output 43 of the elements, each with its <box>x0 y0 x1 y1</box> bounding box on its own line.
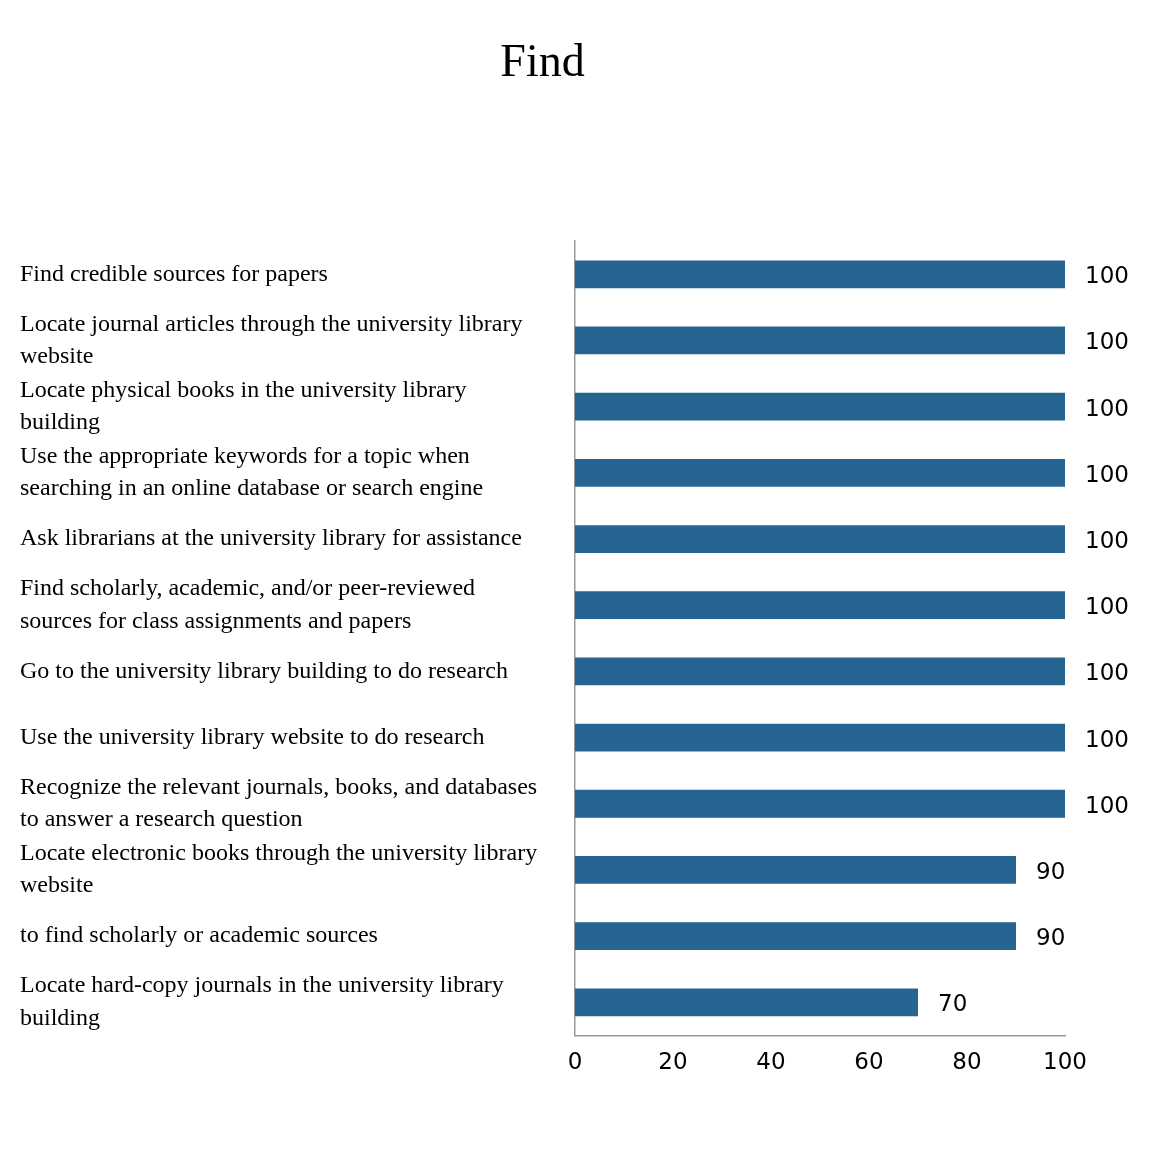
x-tick-label: 60 <box>854 1048 884 1075</box>
data-label: 100 <box>1085 460 1129 487</box>
y-tick-label: Go to the university library building to do research <box>20 656 508 683</box>
y-tick-label: Locate hard-copy journals in the university library building <box>20 971 504 1030</box>
y-tick-label: Locate journal articles through the university library website <box>20 309 523 368</box>
bar <box>575 657 1065 686</box>
y-tick-label: Use the university library website to do research <box>20 722 485 749</box>
y-tick-label: Recognize the relevant journals, books, and databases to answer a research question <box>20 772 538 832</box>
bar <box>575 723 1065 752</box>
bar <box>575 856 1016 884</box>
y-tick-label: Ask librarians at the university library for assistance <box>20 524 522 551</box>
bar <box>575 789 1065 818</box>
y-tick-label: Find scholarly, academic, and/or peer-reviewed sources for class assignments and papers <box>20 574 476 633</box>
data-label: 100 <box>1085 593 1129 620</box>
y-tick-label: to find scholarly or academic sources <box>20 921 378 948</box>
data-label: 100 <box>1085 526 1129 553</box>
bar <box>575 922 1016 951</box>
y-tick-label: Locate electronic books through the university library website <box>20 839 538 898</box>
data-label: 90 <box>1036 857 1066 884</box>
bar <box>575 392 1065 421</box>
x-tick-label: 20 <box>658 1048 688 1075</box>
data-label: 100 <box>1085 328 1129 355</box>
data-label: 100 <box>1085 791 1129 818</box>
y-tick-label: Locate physical books in the university library building <box>20 375 467 435</box>
data-label: 100 <box>1085 394 1129 421</box>
x-tick-label: 80 <box>952 1048 982 1075</box>
y-tick-label: Use the appropriate keywords for a topic when searching in an online database or search engine <box>20 441 484 501</box>
bar <box>575 458 1065 487</box>
bar <box>575 591 1065 620</box>
bar <box>575 260 1065 289</box>
data-label: 90 <box>1036 924 1066 951</box>
x-tick-label: 0 <box>567 1048 583 1075</box>
bar <box>575 988 918 1017</box>
bar <box>575 326 1065 355</box>
data-label: 100 <box>1085 725 1129 752</box>
bar <box>575 525 1065 553</box>
data-label: 100 <box>1085 659 1129 686</box>
x-tick-label: 100 <box>1043 1048 1087 1075</box>
chart-title: Find <box>500 34 585 86</box>
x-tick-label: 40 <box>756 1048 786 1075</box>
data-label: 100 <box>1085 262 1129 289</box>
y-tick-label: Find credible sources for papers <box>20 259 328 286</box>
data-label: 70 <box>938 990 968 1017</box>
